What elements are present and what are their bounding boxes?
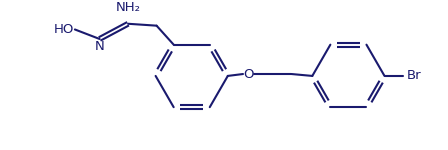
Text: HO: HO [54,23,74,36]
Text: N: N [95,40,104,53]
Text: NH₂: NH₂ [116,1,141,14]
Text: Br: Br [406,69,421,82]
Text: O: O [243,68,254,81]
